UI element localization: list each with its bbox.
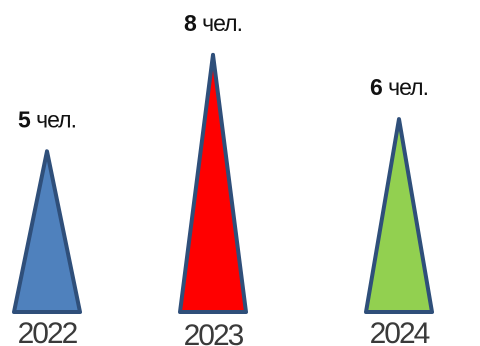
- chart-marks: [12, 52, 434, 314]
- data-label-2024: 6 чел.: [370, 74, 428, 100]
- data-label-value: 8: [184, 10, 197, 36]
- bar-2022: [12, 149, 82, 314]
- x-tick-label-2024: 2024: [370, 317, 430, 346]
- data-label-2022: 5 чел.: [18, 106, 76, 132]
- data-label-2023: 8 чел.: [184, 10, 242, 36]
- data-label-unit: чел.: [383, 74, 428, 100]
- bar-2024: [364, 117, 434, 314]
- x-tick-label-2022: 2022: [18, 317, 78, 346]
- x-tick-label-2023: 2023: [184, 319, 244, 346]
- chart-labels: 2022 5 чел. 2023 8 чел. 2024 6 чел.: [18, 10, 432, 346]
- data-label-unit: чел.: [31, 106, 76, 132]
- data-label-value: 5: [18, 106, 31, 132]
- data-label-unit: чел.: [197, 10, 242, 36]
- bar-2023: [178, 52, 248, 314]
- data-label-value: 6: [370, 74, 383, 100]
